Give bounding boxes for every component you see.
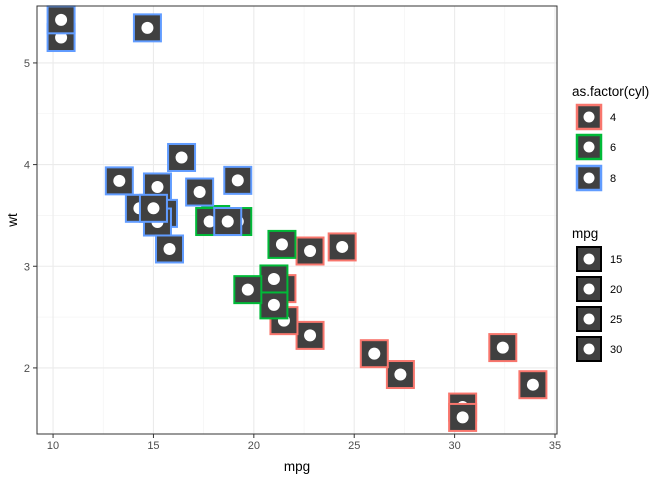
- point-dot: [526, 378, 539, 391]
- legend-key-cyl: [575, 103, 603, 131]
- data-point: [259, 290, 289, 320]
- data-point: [223, 165, 253, 195]
- point-dot: [394, 368, 407, 381]
- legend-key-dot: [583, 343, 595, 355]
- point-marker: [295, 320, 325, 350]
- point-dot: [55, 31, 68, 44]
- point-dot: [175, 151, 188, 164]
- y-axis-title: wt: [5, 213, 20, 228]
- data-point: [385, 360, 415, 390]
- legend-label-mpg: 20: [610, 284, 622, 296]
- legend-label-cyl: 8: [610, 173, 616, 185]
- x-tick-label: 30: [448, 440, 460, 452]
- data-point: [138, 193, 168, 223]
- point-dot: [151, 180, 164, 193]
- legend-label-mpg: 15: [610, 254, 622, 266]
- data-point: [448, 402, 478, 432]
- point-dot: [275, 238, 288, 251]
- legend-label-mpg: 30: [610, 344, 622, 356]
- y-tick-label: 4: [24, 160, 30, 172]
- legend-key-cyl: [575, 164, 603, 192]
- point-marker: [359, 339, 389, 369]
- x-tick-label: 35: [549, 440, 561, 452]
- legend-title-mpg: mpg: [572, 226, 598, 241]
- x-tick-label: 25: [348, 440, 360, 452]
- point-dot: [193, 186, 206, 199]
- data-point: [295, 236, 325, 266]
- x-tick-label: 15: [147, 440, 159, 452]
- point-dot: [203, 215, 216, 228]
- y-tick-label: 2: [24, 363, 30, 375]
- legend-label-cyl: 6: [610, 142, 616, 154]
- point-dot: [267, 298, 280, 311]
- legend-key-dot: [583, 172, 595, 184]
- point-dot: [496, 341, 509, 354]
- point-dot: [368, 347, 381, 360]
- legend-key-dot: [583, 253, 595, 265]
- legend: as.factor(cyl) 4 6 8 mpg 15 20 25 30: [572, 84, 649, 362]
- data-point: [132, 13, 162, 43]
- x-axis-title: mpg: [284, 459, 310, 474]
- data-point: [233, 275, 263, 305]
- point-marker: [488, 333, 518, 363]
- legend-key-cyl: [575, 133, 603, 161]
- legend-label-cyl: 4: [610, 112, 616, 124]
- point-dot: [163, 242, 176, 255]
- data-point: [155, 234, 185, 264]
- axes: 10 15 20 25 30 35 2 3 4 5: [24, 58, 561, 452]
- x-tick-label: 20: [248, 440, 260, 452]
- legend-key-dot: [583, 313, 595, 325]
- data-point: [104, 166, 134, 196]
- point-dot: [304, 329, 317, 342]
- data-point: [167, 142, 197, 172]
- point-dot: [141, 21, 154, 34]
- data-point: [359, 339, 389, 369]
- data-point: [267, 229, 297, 259]
- legend-key-dot: [583, 111, 595, 123]
- data-point: [518, 370, 548, 400]
- y-tick-label: 3: [24, 261, 30, 273]
- legend-key-dot: [583, 141, 595, 153]
- panel-border: [36, 5, 558, 435]
- data-point: [259, 264, 289, 294]
- data-points: [46, 5, 548, 432]
- data-point: [185, 177, 215, 207]
- x-tick-label: 10: [47, 440, 59, 452]
- point-dot: [336, 240, 349, 253]
- point-marker: [233, 275, 263, 305]
- legend-label-mpg: 25: [610, 314, 622, 326]
- data-point: [295, 320, 325, 350]
- data-point: [46, 5, 76, 35]
- point-dot: [221, 215, 234, 228]
- point-dot: [55, 13, 68, 26]
- point-dot: [267, 272, 280, 285]
- data-point: [213, 207, 243, 237]
- point-dot: [147, 202, 160, 215]
- point-dot: [231, 174, 244, 187]
- data-point: [327, 232, 357, 262]
- point-marker: [46, 5, 76, 35]
- point-dot: [113, 174, 126, 187]
- data-point: [488, 333, 518, 363]
- point-dot: [241, 283, 254, 296]
- point-dot: [304, 245, 317, 258]
- legend-key-dot: [583, 283, 595, 295]
- legend-title-cyl: as.factor(cyl): [572, 84, 649, 99]
- point-dot: [456, 411, 469, 424]
- y-tick-label: 5: [24, 58, 30, 70]
